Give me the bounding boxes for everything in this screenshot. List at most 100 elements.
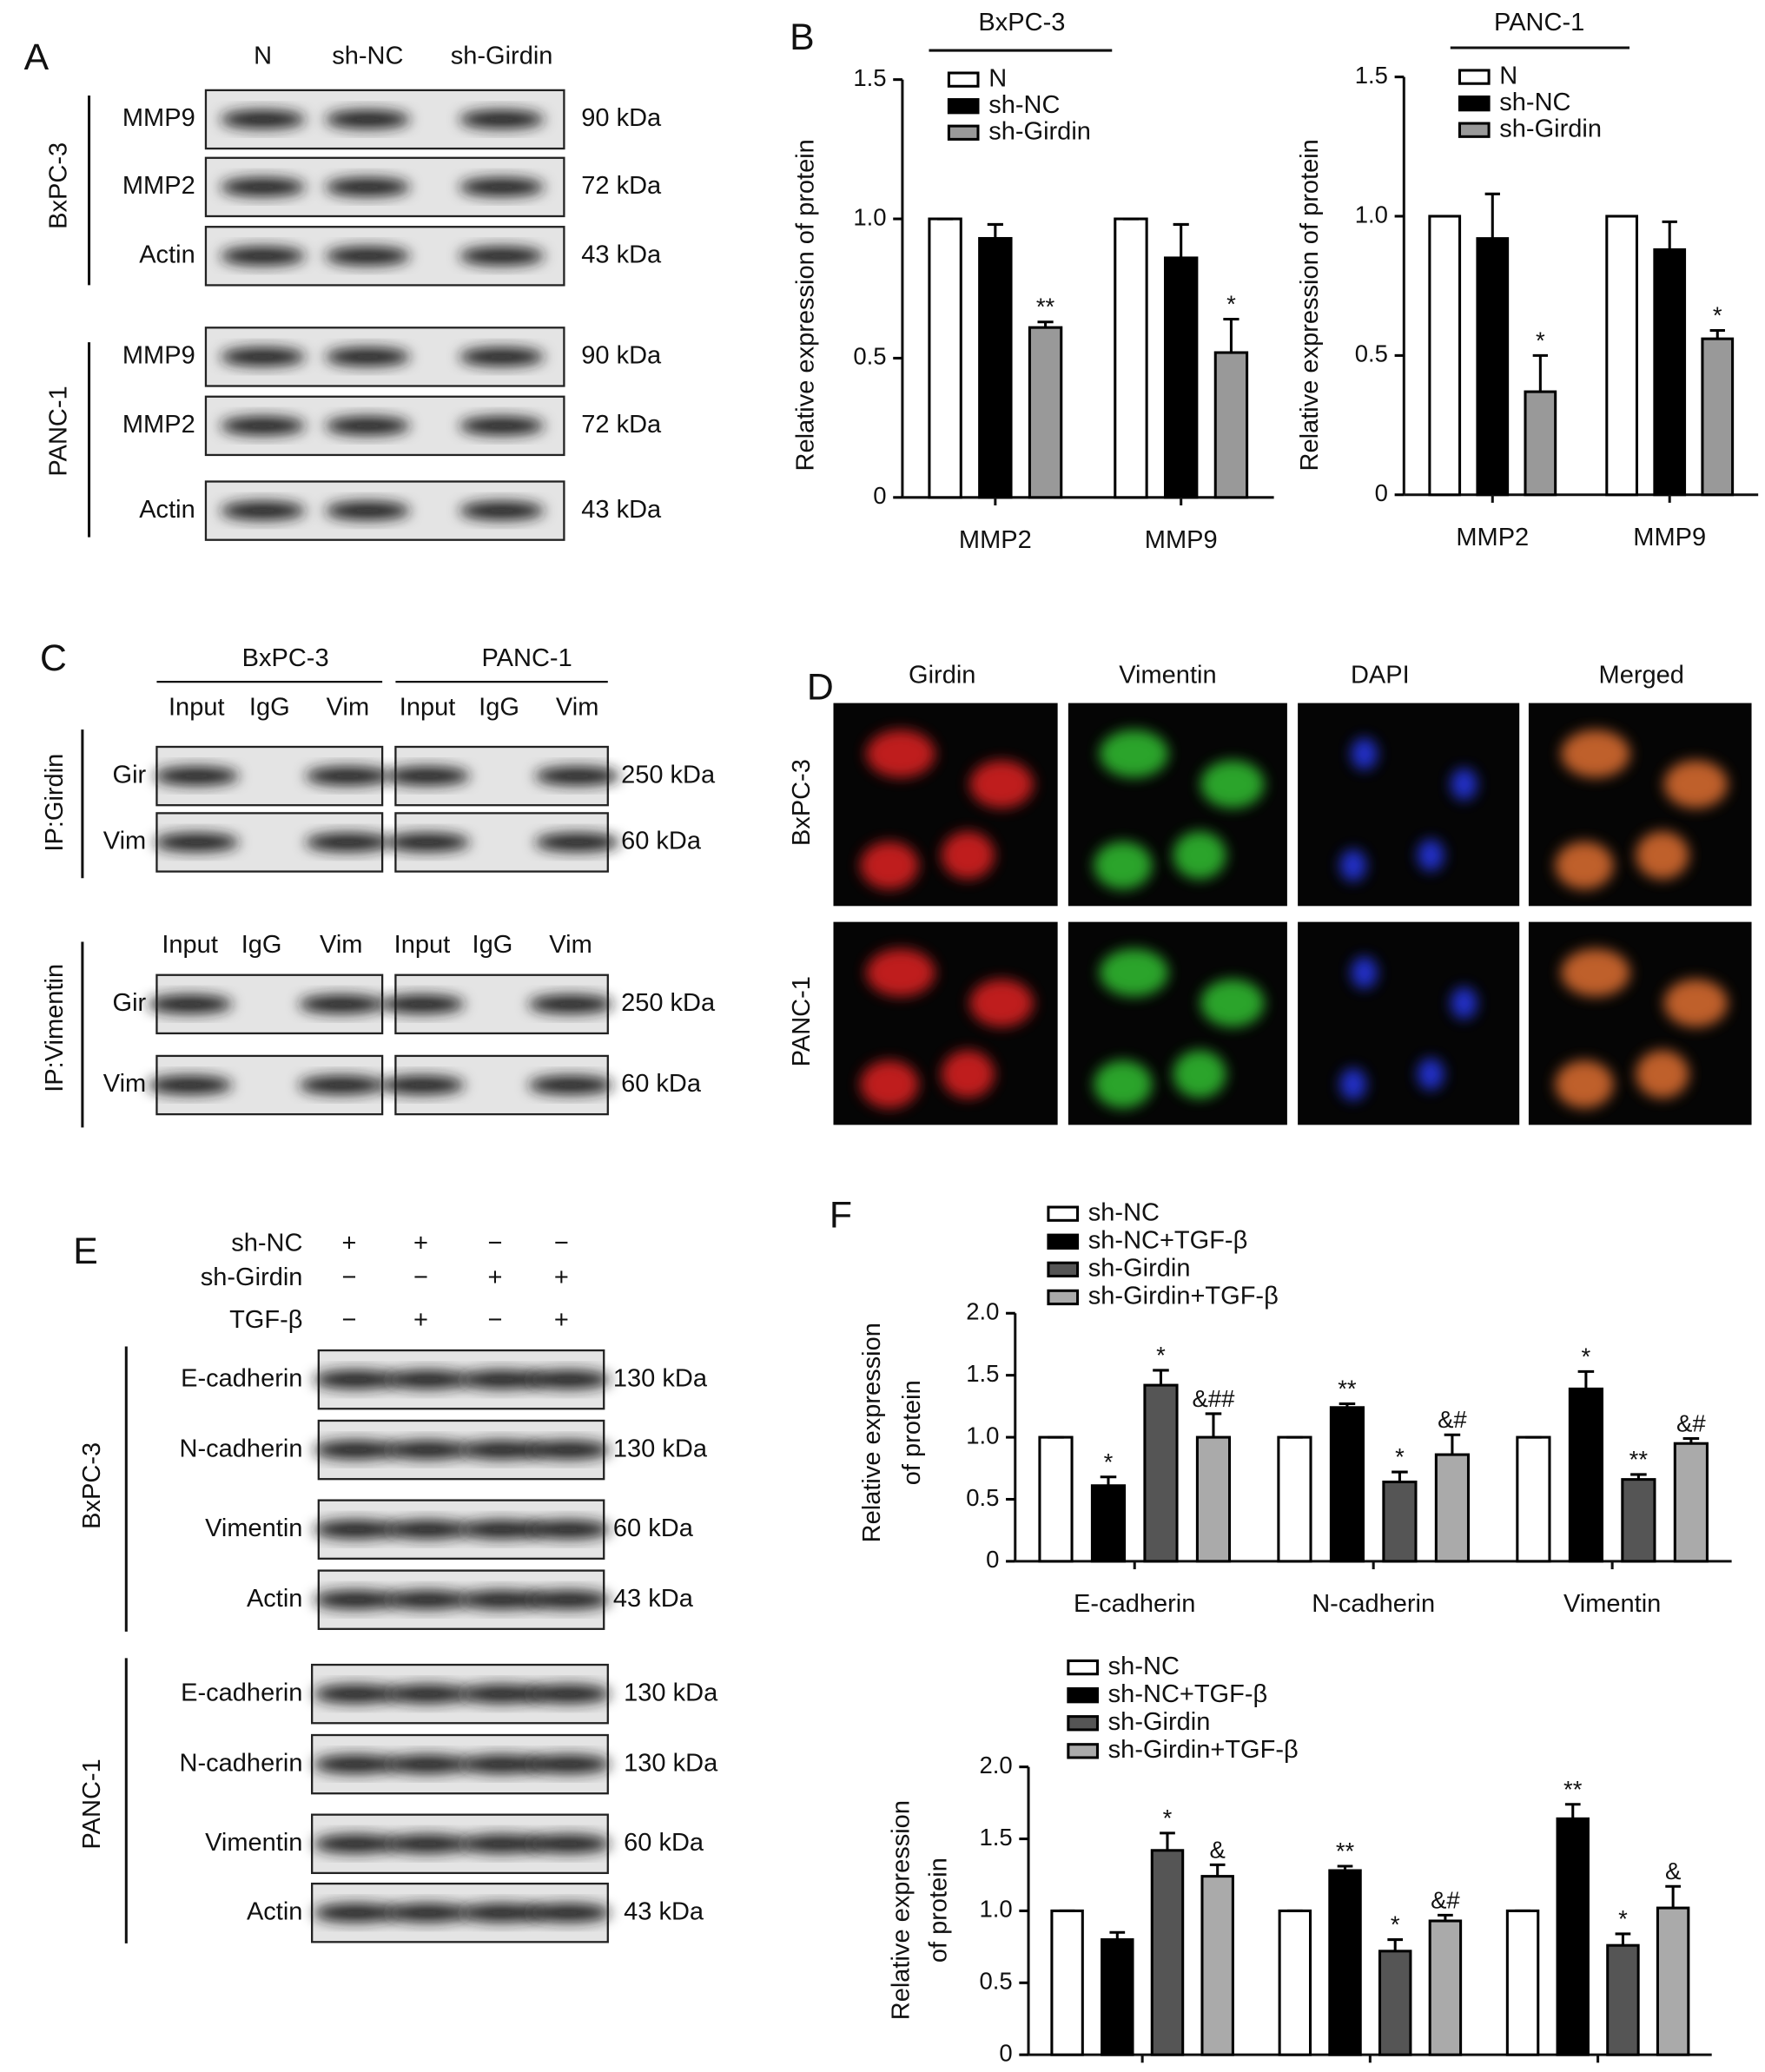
legend-label: sh-Girdin+TGF-β xyxy=(1108,1736,1299,1764)
band xyxy=(313,1684,399,1704)
error-bar xyxy=(1630,1473,1647,1480)
significance: &## xyxy=(1193,1385,1236,1412)
legend-label: N xyxy=(988,64,1007,92)
cell xyxy=(1451,987,1477,1020)
cell xyxy=(866,948,935,997)
bar xyxy=(1605,214,1639,497)
condition-label: TGF-β xyxy=(229,1306,302,1334)
band xyxy=(154,766,240,786)
cell xyxy=(941,831,995,880)
panel-letter: E xyxy=(73,1231,98,1272)
error-bar xyxy=(1665,1884,1681,1909)
column-label: Merged xyxy=(1599,662,1684,690)
significance: * xyxy=(1163,1805,1173,1831)
band xyxy=(298,994,384,1014)
legend-label: sh-Girdin xyxy=(988,117,1091,145)
band xyxy=(325,416,411,436)
lane-label: sh-Girdin xyxy=(451,42,553,69)
bar xyxy=(1090,1484,1127,1563)
condition-mark: + xyxy=(554,1306,569,1334)
lane-label: Vim xyxy=(327,693,369,721)
cell xyxy=(1555,841,1614,890)
error-bar xyxy=(1577,1369,1595,1389)
y-axis-label: Relative expression of protein xyxy=(792,139,820,471)
cell xyxy=(969,760,1034,808)
legend-swatch xyxy=(1047,1233,1080,1250)
band xyxy=(459,1834,545,1853)
bar xyxy=(1195,1435,1232,1563)
size-label: 130 kDa xyxy=(613,1364,708,1392)
cell xyxy=(1451,768,1477,801)
condition-mark: − xyxy=(554,1229,569,1257)
protein-label: MMP9 xyxy=(122,342,195,370)
bar xyxy=(1621,1478,1656,1563)
significance: * xyxy=(1156,1342,1166,1369)
band xyxy=(325,501,411,520)
protein-label: MMP2 xyxy=(122,172,195,200)
bar xyxy=(928,217,962,499)
cell xyxy=(969,979,1034,1027)
panel-letter: C xyxy=(40,637,67,679)
legend-swatch xyxy=(1047,1261,1080,1278)
protein-label: Vim xyxy=(103,828,146,855)
condition-mark: − xyxy=(341,1306,356,1334)
legend-label: sh-NC xyxy=(1088,1198,1160,1226)
x-tick-label: Vimentin xyxy=(1563,1590,1661,1618)
bar xyxy=(1213,351,1249,499)
band xyxy=(313,1754,399,1774)
band xyxy=(459,1369,545,1389)
bar xyxy=(1382,1480,1418,1563)
band xyxy=(459,1440,545,1460)
cell xyxy=(1663,760,1729,808)
band xyxy=(526,1590,611,1609)
band xyxy=(154,833,240,852)
legend-label: sh-NC+TGF-β xyxy=(1108,1680,1268,1708)
cell xyxy=(1351,956,1378,989)
significance: &# xyxy=(1438,1406,1467,1433)
column-label: Girdin xyxy=(909,662,975,690)
cell xyxy=(1173,1050,1226,1099)
significance: * xyxy=(1104,1448,1114,1475)
cell xyxy=(1200,760,1265,808)
legend-swatch xyxy=(1067,1743,1099,1759)
legend-swatch xyxy=(1047,1205,1080,1222)
bar xyxy=(1653,247,1687,497)
y-tick-label: 0 xyxy=(986,1546,999,1573)
bar xyxy=(978,236,1013,499)
cell-line-label: BxPC-3 xyxy=(242,644,329,672)
cell xyxy=(1417,839,1444,872)
condition-mark: − xyxy=(487,1229,502,1257)
band xyxy=(459,177,545,197)
band xyxy=(526,1684,611,1704)
significance: ** xyxy=(1563,1776,1583,1803)
condition-mark: + xyxy=(341,1229,356,1257)
band xyxy=(325,247,411,266)
size-label: 60 kDa xyxy=(621,1070,702,1098)
y-tick-label: 0.5 xyxy=(966,1484,999,1511)
column-label: DAPI xyxy=(1351,662,1410,690)
band xyxy=(385,833,470,852)
cell xyxy=(1417,1058,1444,1091)
error-bar xyxy=(1337,1864,1353,1871)
row-label: PANC-1 xyxy=(788,976,816,1066)
x-tick-label: N-cadherin xyxy=(1312,1590,1435,1618)
cell xyxy=(1561,948,1630,997)
legend-label: N xyxy=(1499,62,1517,89)
bar xyxy=(1428,214,1462,497)
band xyxy=(220,247,306,266)
legend-label: sh-NC xyxy=(1108,1653,1180,1680)
lane-label: Input xyxy=(169,693,225,721)
legend-swatch xyxy=(1067,1715,1099,1732)
size-label: 90 kDa xyxy=(581,342,662,370)
error-bar xyxy=(1709,328,1725,340)
bar xyxy=(1556,1817,1590,2056)
lane-label: Vim xyxy=(556,693,598,721)
chart-title: PANC-1 xyxy=(1494,9,1584,36)
y-tick-label: 1.5 xyxy=(853,64,886,91)
size-label: 72 kDa xyxy=(581,172,662,200)
band xyxy=(313,1904,399,1923)
legend-label: sh-Girdin xyxy=(1088,1255,1191,1283)
significance: ** xyxy=(1338,1376,1357,1402)
size-label: 250 kDa xyxy=(621,761,716,789)
